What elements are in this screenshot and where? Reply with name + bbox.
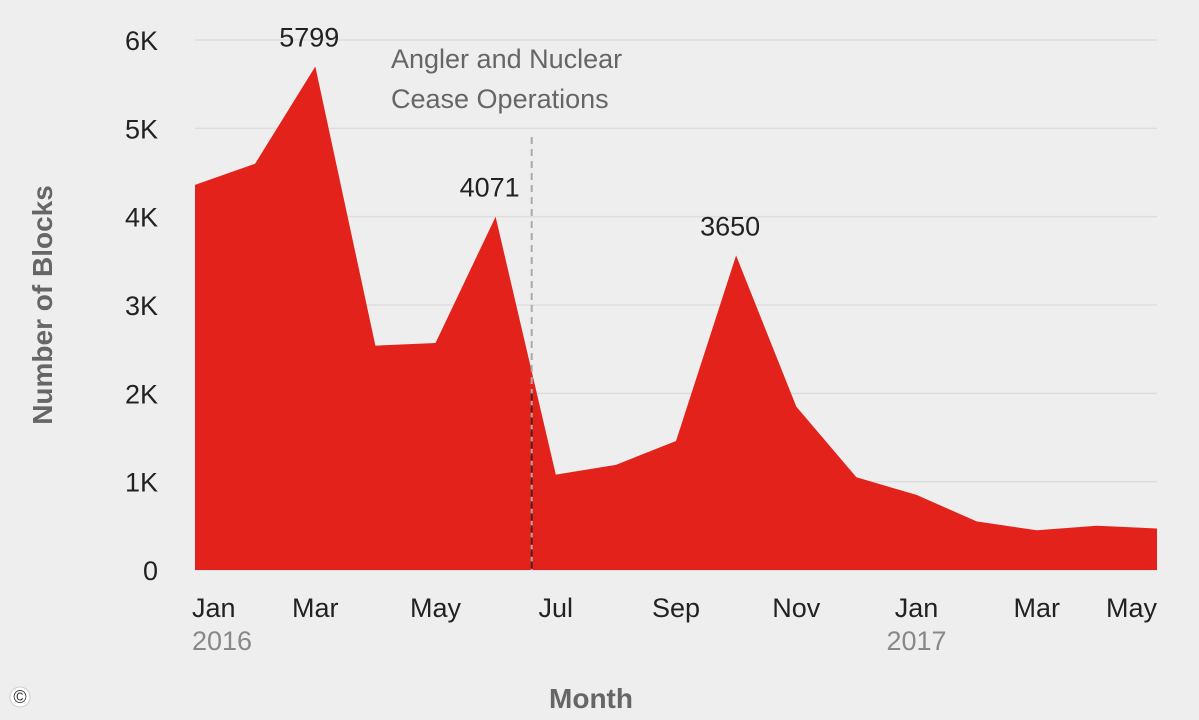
x-tick-label-7: Mar [1014,593,1061,623]
x-axis-title: Month [549,683,633,714]
copyright-mark: © [13,687,26,707]
x-tick-label-2: May [410,593,462,623]
x-tick-label-8: May [1106,593,1158,623]
data-label-1: 4071 [460,173,520,203]
y-tick-label-5: 5K [125,114,158,144]
x-tick-label-3: Jul [538,593,573,623]
data-labels: 5799 4071 3650 [279,23,760,242]
copyright-circle [9,686,31,708]
x-tick-label-6: Jan [895,593,939,623]
data-label-0: 5799 [279,23,339,53]
data-label-2: 3650 [700,212,760,242]
x-tick-label-1: Mar [292,593,339,623]
y-tick-label-4: 4K [125,203,158,233]
y-tick-label-1: 1K [125,468,158,498]
y-tick-label-0: 0 [143,556,158,586]
y-tick-label-2: 2K [125,379,158,409]
y-axis-ticks: 0 1K 2K 3K 4K 5K 6K [125,26,158,586]
x-year-label-0: 2016 [192,626,252,656]
y-axis-title: Number of Blocks [27,185,58,425]
area-series [195,66,1157,570]
y-tick-label-3: 3K [125,291,158,321]
y-tick-label-6: 6K [125,26,158,56]
x-tick-label-5: Nov [772,593,821,623]
annotation: Angler and Nuclear Cease Operations [391,44,622,114]
x-tick-label-0: Jan [192,593,236,623]
x-year-label-6: 2017 [887,626,947,656]
area-fill [195,66,1157,570]
annotation-line-1: Cease Operations [391,84,609,114]
x-tick-label-4: Sep [652,593,700,623]
annotation-line-0: Angler and Nuclear [391,44,622,74]
